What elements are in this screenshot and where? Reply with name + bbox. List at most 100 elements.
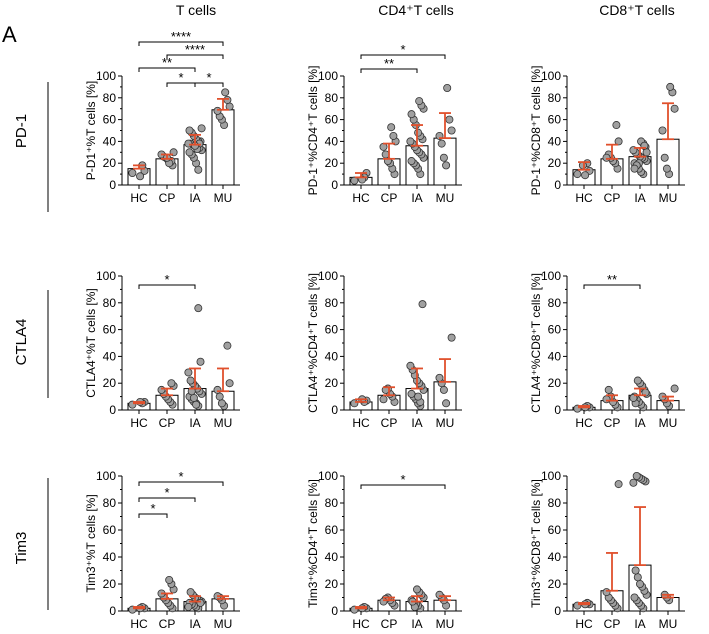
y-tick-label: 80 — [325, 496, 339, 510]
data-point — [442, 399, 451, 408]
data-point — [136, 172, 145, 181]
x-tick-label: MU — [659, 191, 678, 205]
x-tick-label: CP — [159, 416, 176, 430]
y-tick-label: 80 — [103, 496, 117, 510]
x-tick-label: IA — [189, 416, 200, 430]
data-point — [186, 376, 195, 385]
y-axis-label: PD-1⁺%CD8⁺T cells [%] — [529, 66, 543, 196]
data-point — [217, 399, 226, 408]
y-tick-label: 0 — [109, 604, 116, 618]
x-tick-label: HC — [575, 617, 593, 631]
y-axis-label: CTLA4⁺%CD4⁺T cells [%] — [306, 273, 320, 413]
y-tick-label: 20 — [325, 156, 339, 170]
data-point — [581, 171, 590, 180]
significance-bracket — [138, 497, 196, 502]
data-point — [215, 392, 224, 401]
y-tick-label: 20 — [103, 156, 117, 170]
data-point — [573, 170, 582, 179]
data-point — [445, 115, 454, 124]
significance-bracket — [138, 67, 196, 72]
data-point — [194, 304, 203, 313]
x-tick-label: HC — [575, 191, 593, 205]
x-tick-label: CP — [159, 617, 176, 631]
data-point — [415, 97, 424, 106]
data-point — [666, 82, 675, 91]
y-tick-label: 60 — [103, 113, 117, 127]
row-label: CTLA4 — [13, 319, 30, 366]
row-labels: PD-1 CTLA4 Tim3 — [13, 82, 49, 610]
y-axis-label: P-D1⁺%T cells [%] — [84, 81, 98, 180]
data-point — [447, 333, 456, 342]
data-point — [630, 593, 639, 602]
data-point — [612, 121, 621, 130]
x-tick-label: MU — [436, 191, 455, 205]
column-title: CD4⁺T cells — [378, 2, 454, 18]
data-point — [197, 124, 206, 133]
x-tick-label: MU — [214, 416, 233, 430]
data-point — [185, 148, 194, 157]
chart-3-1: 0 20 40 60 80 100 Tim3⁺%T cells [%] HC CP IA MU * * * — [84, 469, 240, 631]
data-point — [439, 385, 448, 394]
significance-label: * — [164, 485, 169, 500]
data-point — [379, 395, 388, 404]
y-axis-label: Tim3⁺%CD4⁺T cells [%] — [306, 479, 320, 608]
significance-bracket — [360, 54, 446, 59]
y-tick-label: 0 — [554, 178, 561, 192]
significance-bracket — [138, 513, 168, 518]
x-tick-label: HC — [352, 416, 370, 430]
y-axis-label: CTLA4⁺%T cells [%] — [84, 288, 98, 397]
column-titles: T cells CD4⁺T cells CD8⁺T cells — [176, 2, 675, 18]
x-tick-label: HC — [352, 191, 370, 205]
y-tick-label: 100 — [541, 69, 561, 83]
significance-bracket — [360, 484, 446, 489]
x-tick-label: IA — [634, 191, 645, 205]
significance-label: * — [178, 70, 183, 85]
significance-label: ** — [607, 272, 617, 287]
y-tick-label: 100 — [318, 469, 338, 483]
y-tick-label: 80 — [548, 296, 562, 310]
significance-label: ** — [162, 55, 172, 70]
row-label: Tim3 — [13, 532, 30, 565]
y-tick-label: 80 — [325, 91, 339, 105]
y-tick-label: 40 — [325, 349, 339, 363]
significance-label: **** — [171, 29, 191, 44]
y-tick-label: 60 — [548, 523, 562, 537]
y-tick-label: 40 — [325, 134, 339, 148]
y-axis-label: CTLA4⁺%CD8⁺T cells [%] — [529, 273, 543, 413]
data-point — [614, 480, 623, 489]
significance-bracket — [138, 284, 196, 289]
significance-label: * — [400, 42, 405, 57]
data-point — [631, 566, 640, 575]
y-tick-label: 20 — [548, 376, 562, 390]
data-point — [387, 123, 396, 132]
x-tick-label: MU — [214, 617, 233, 631]
significance-label: * — [206, 70, 211, 85]
y-tick-label: 60 — [325, 113, 339, 127]
x-tick-label: CP — [604, 617, 621, 631]
data-point — [414, 392, 423, 401]
data-point — [157, 385, 166, 394]
data-point — [442, 161, 451, 170]
y-tick-label: 60 — [325, 323, 339, 337]
data-point — [213, 385, 222, 394]
y-tick-label: 100 — [541, 469, 561, 483]
data-point — [185, 126, 194, 135]
data-point — [225, 379, 234, 388]
y-tick-label: 40 — [325, 550, 339, 564]
y-tick-label: 0 — [331, 604, 338, 618]
y-tick-label: 20 — [103, 376, 117, 390]
data-point — [223, 341, 232, 350]
data-point — [407, 110, 416, 119]
y-tick-label: 20 — [325, 577, 339, 591]
data-point — [223, 95, 232, 104]
data-point — [418, 300, 427, 309]
x-tick-label: CP — [604, 416, 621, 430]
data-point — [165, 575, 174, 584]
data-point — [412, 585, 421, 594]
data-point — [670, 104, 679, 113]
y-tick-label: 100 — [96, 469, 116, 483]
y-tick-label: 80 — [548, 496, 562, 510]
data-point — [629, 478, 638, 487]
